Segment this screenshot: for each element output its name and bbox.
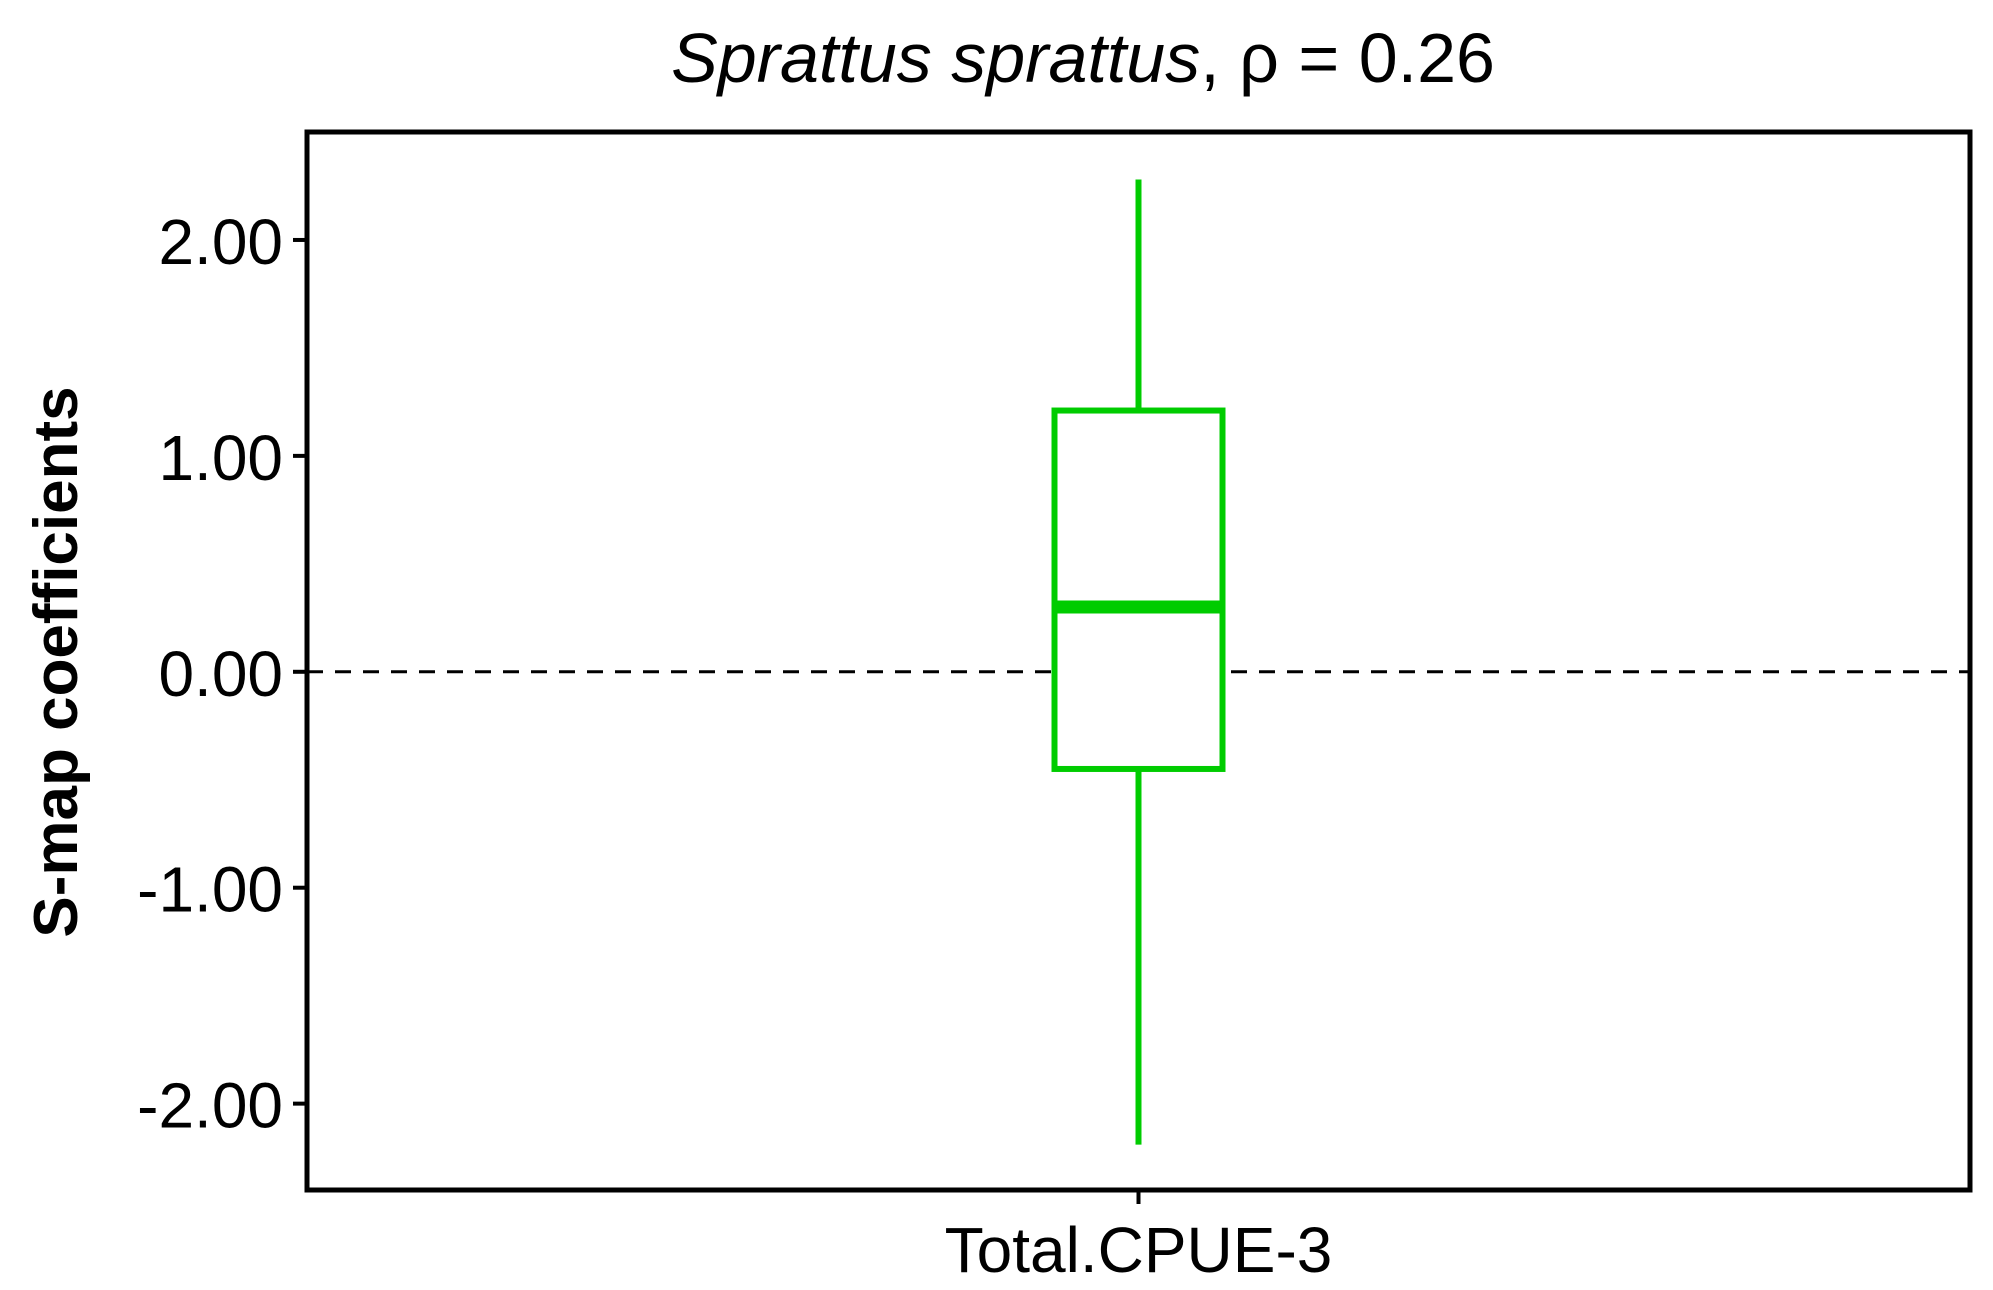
y-tick-label: -2.00 <box>137 1070 283 1142</box>
chart-title-species: Sprattus sprattus <box>671 19 1200 97</box>
y-tick-label: -1.00 <box>137 854 283 926</box>
y-axis: 2.00 1.00 0.00 -1.00 -2.00 <box>137 206 307 1142</box>
y-tick-label: 2.00 <box>158 206 283 278</box>
x-axis: Total.CPUE-3 <box>945 1190 1333 1286</box>
y-tick-label: 1.00 <box>158 422 283 494</box>
y-tick-label: 0.00 <box>158 638 283 710</box>
y-axis-label: S-map coefficients <box>22 386 91 937</box>
chart-title: Sprattus sprattus, ρ = 0.26 <box>671 19 1495 97</box>
plot-area <box>307 179 1970 1145</box>
chart-title-suffix: , ρ = 0.26 <box>1200 19 1495 97</box>
box-iqr <box>1051 407 1226 772</box>
x-tick-label: Total.CPUE-3 <box>945 1214 1333 1286</box>
